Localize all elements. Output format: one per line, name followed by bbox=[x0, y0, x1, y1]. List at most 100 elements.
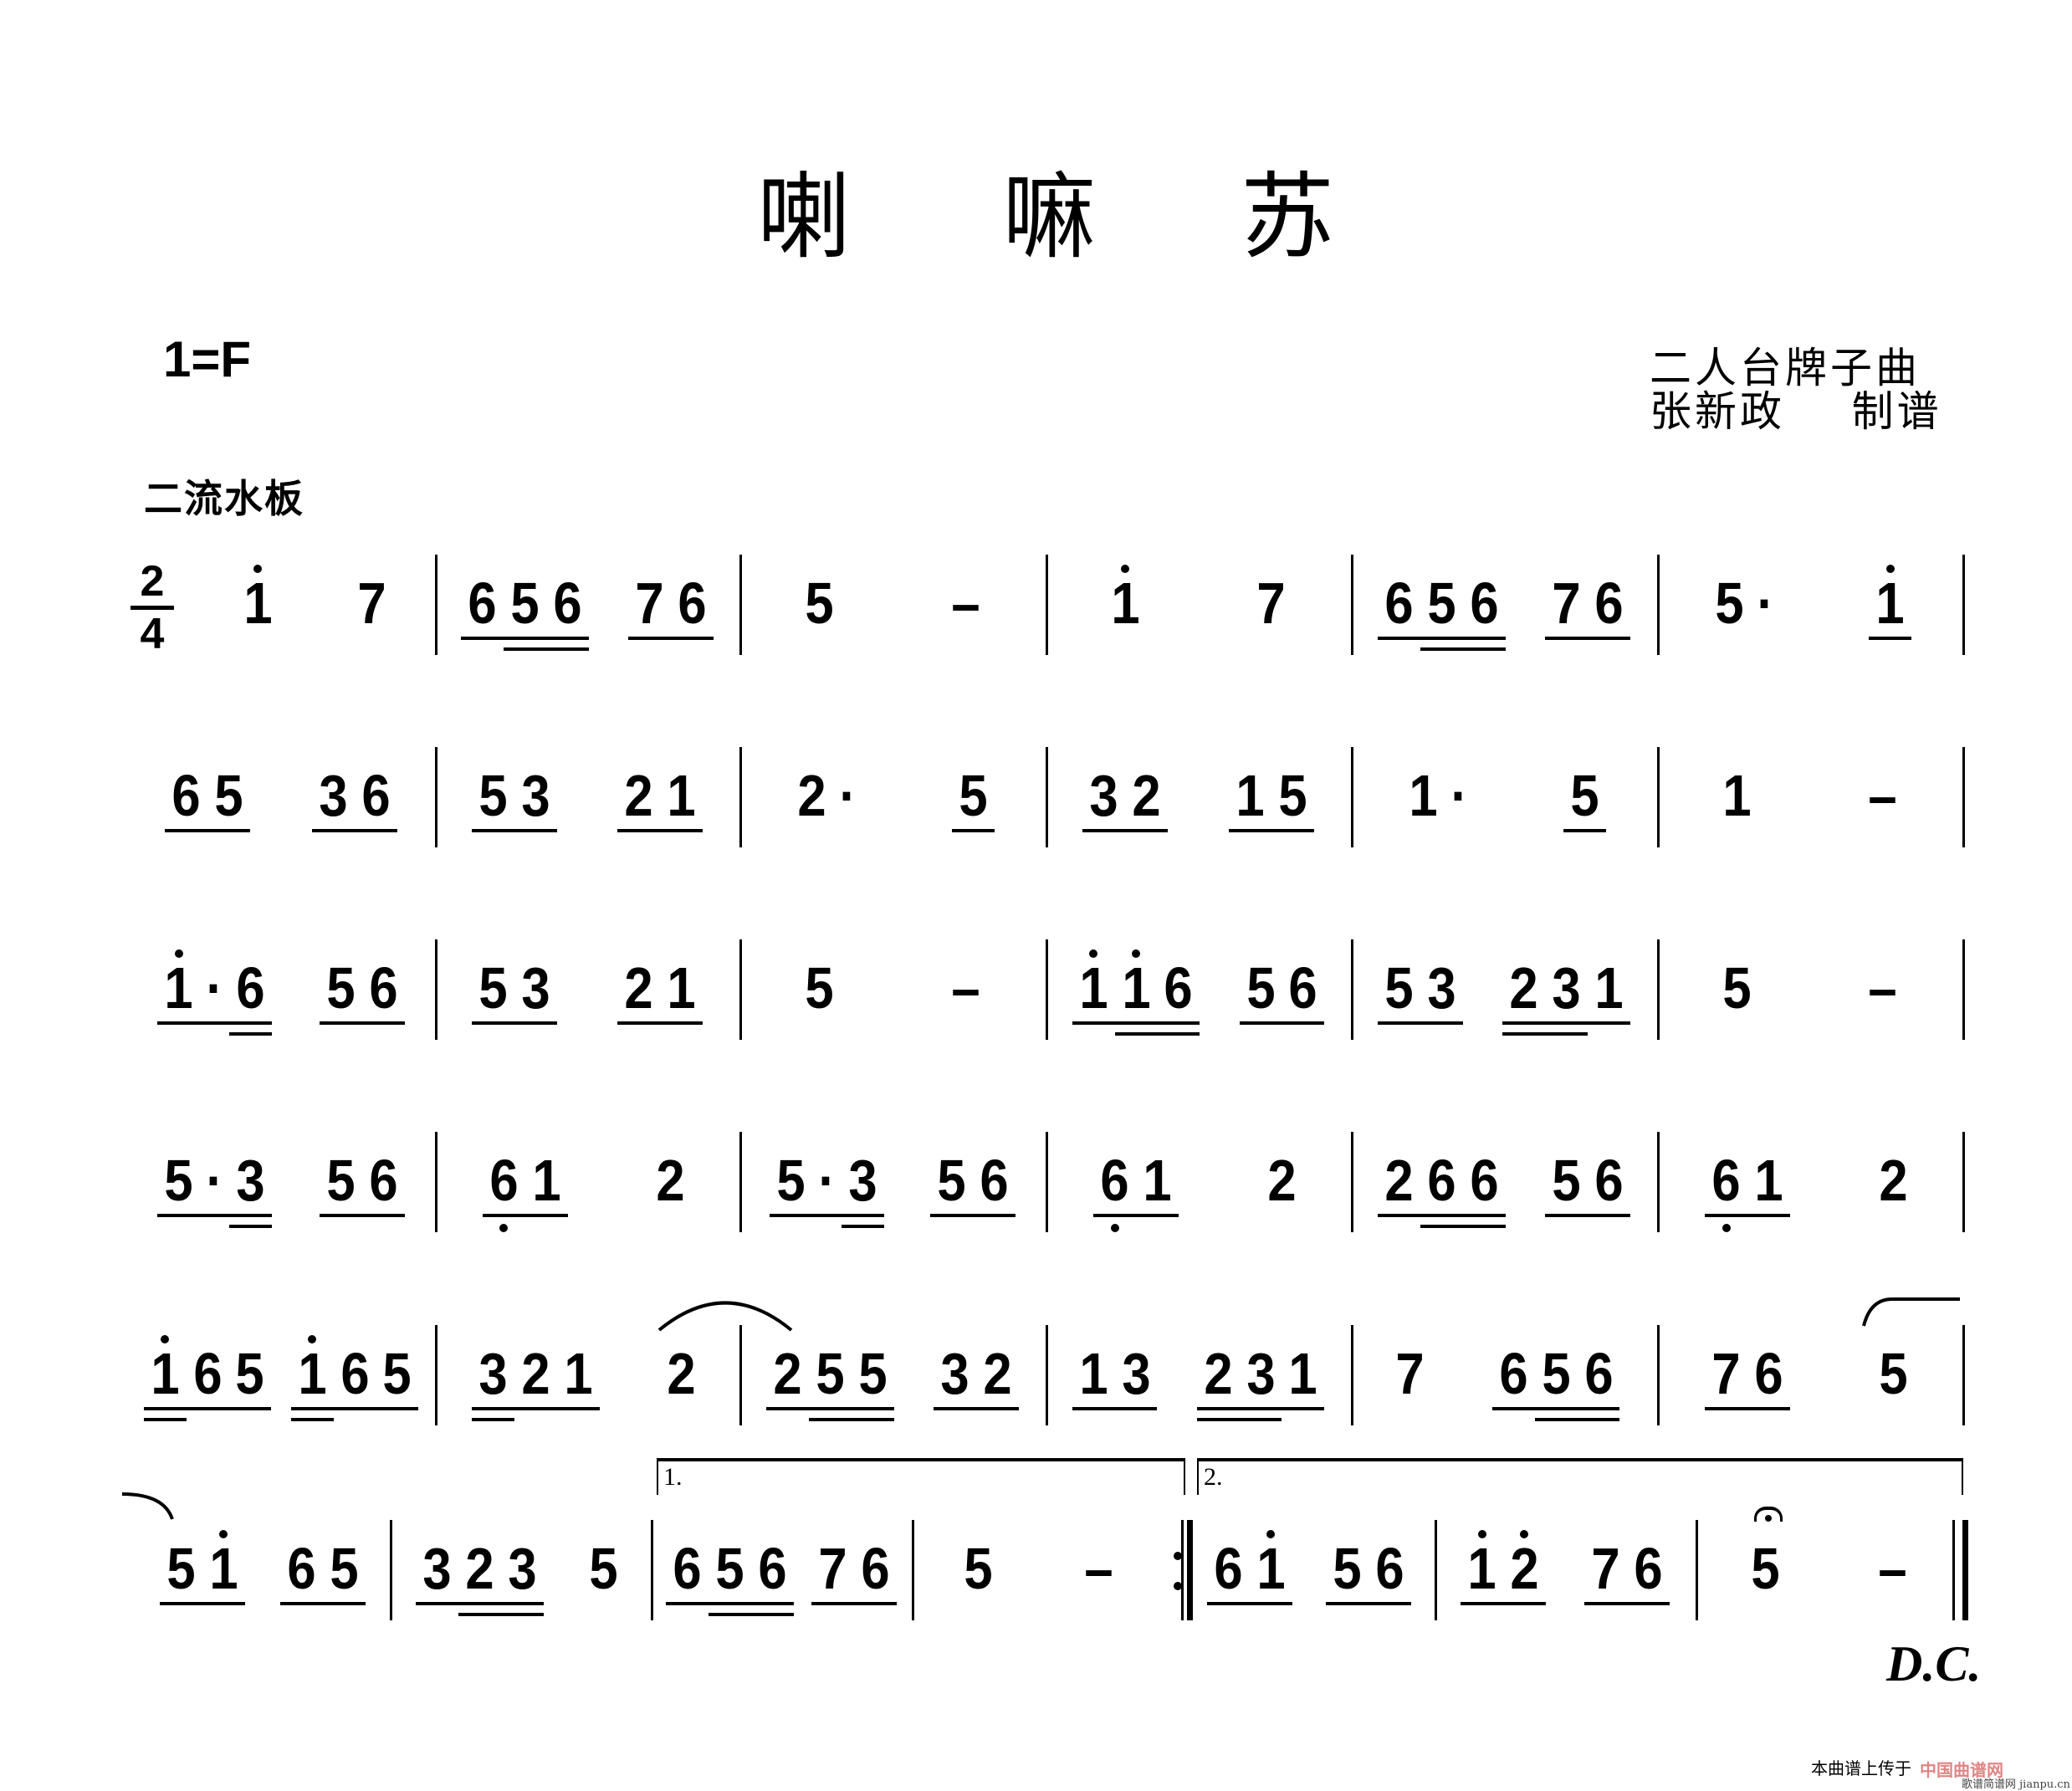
measure: 5– bbox=[918, 1538, 1159, 1599]
measure: 5– bbox=[1702, 1507, 1956, 1601]
underline bbox=[229, 1021, 273, 1025]
underline bbox=[1228, 829, 1271, 832]
high-octave-dot bbox=[1885, 565, 1895, 573]
underline bbox=[617, 829, 660, 832]
note-digit: 3 bbox=[521, 763, 550, 828]
note: 6 bbox=[666, 1538, 709, 1605]
key-signature: 1=F bbox=[163, 331, 252, 387]
note-digit: 6 bbox=[1470, 571, 1499, 636]
underline bbox=[1282, 1021, 1325, 1025]
underline bbox=[1196, 1418, 1240, 1421]
note-digit: 2 bbox=[773, 1341, 802, 1406]
note-digit: 5 bbox=[326, 955, 356, 1021]
barline bbox=[1351, 939, 1353, 1040]
note-digit: 6 bbox=[553, 571, 582, 636]
note-digit: 6 bbox=[171, 763, 201, 828]
note-digit: 2 bbox=[624, 763, 653, 828]
note: 7 bbox=[1705, 1343, 1747, 1410]
beat-group: 5 · 3 bbox=[157, 1150, 273, 1228]
da-capo-marking: D.C. bbox=[1886, 1636, 1982, 1691]
underline bbox=[751, 1613, 795, 1616]
note-digit: 7 bbox=[1552, 571, 1581, 636]
note-digit: 2 bbox=[1509, 955, 1538, 1021]
note-digit: 6 bbox=[1164, 955, 1194, 1021]
underline bbox=[1584, 1602, 1627, 1605]
high-octave-dot bbox=[308, 1335, 317, 1343]
underline bbox=[458, 1613, 501, 1616]
note: 2 bbox=[649, 1150, 692, 1210]
note-digit: 1 bbox=[1078, 1341, 1108, 1406]
barline bbox=[435, 1325, 437, 1425]
underline bbox=[1157, 1032, 1200, 1036]
beat-group: 2 bbox=[649, 1150, 692, 1210]
note-digit: 5 bbox=[805, 571, 834, 636]
beat-group: 5 bbox=[1744, 1507, 1787, 1601]
note: 5 bbox=[207, 765, 250, 832]
note-digit: 6 bbox=[980, 1148, 1009, 1213]
note-digit: 1 bbox=[1722, 763, 1752, 828]
underline bbox=[472, 829, 514, 832]
underline bbox=[143, 1418, 187, 1421]
underline bbox=[811, 1214, 842, 1217]
underline bbox=[1627, 1602, 1670, 1605]
note-digit: 1 bbox=[243, 571, 273, 636]
note-digit: 6 bbox=[369, 955, 398, 1021]
note: 1 bbox=[1072, 949, 1115, 1025]
note: 3 bbox=[1420, 958, 1463, 1025]
note-digit: 2 bbox=[667, 1341, 696, 1406]
underline bbox=[160, 1602, 202, 1605]
beat-group: 7 bbox=[1389, 1343, 1431, 1404]
note-digit: 3 bbox=[1089, 763, 1118, 828]
beat-group: 5 bbox=[1563, 765, 1606, 832]
note-digit: 5 bbox=[1751, 1536, 1780, 1601]
measure: 1 · 5 bbox=[1358, 765, 1650, 832]
underline bbox=[1271, 829, 1314, 832]
underline bbox=[1072, 1021, 1115, 1025]
underline bbox=[1377, 1214, 1420, 1217]
note-digit: 7 bbox=[1591, 1536, 1620, 1601]
beat-group: 5 bbox=[798, 958, 841, 1018]
barline bbox=[1962, 1132, 1965, 1232]
note: 1 bbox=[1461, 1530, 1503, 1605]
underline bbox=[1093, 1214, 1136, 1217]
note: 1 bbox=[1104, 565, 1147, 633]
note: 1 bbox=[290, 1335, 334, 1421]
note: 6 bbox=[482, 1150, 525, 1232]
note-digit: 6 bbox=[1594, 1148, 1624, 1213]
note: 1 bbox=[1402, 765, 1445, 826]
underline bbox=[1125, 829, 1169, 832]
note-digit: 2 bbox=[1132, 763, 1161, 828]
note: 5 bbox=[951, 765, 995, 832]
note-digit: 5 bbox=[816, 1341, 845, 1406]
fermata-icon bbox=[1753, 1507, 1783, 1522]
high-octave-dot bbox=[174, 949, 183, 958]
barline bbox=[1657, 555, 1660, 655]
arranger-line: 张新政 制谱 bbox=[1650, 387, 1942, 436]
underline bbox=[1588, 637, 1631, 640]
note-digit: 5 bbox=[1246, 955, 1276, 1021]
barline bbox=[1657, 1132, 1660, 1232]
underline bbox=[361, 1021, 405, 1025]
note-digit: 2 bbox=[624, 955, 653, 1021]
barline bbox=[739, 1325, 742, 1425]
note-digit: 2 bbox=[1879, 1148, 1908, 1213]
note: 3 bbox=[841, 1150, 884, 1228]
note: 7 bbox=[1250, 573, 1292, 633]
augmentation-dot: · bbox=[811, 1150, 842, 1217]
beat-group: 1 bbox=[1104, 565, 1147, 633]
note: 1 bbox=[1072, 1341, 1115, 1410]
note-digit: 6 bbox=[1470, 1148, 1499, 1213]
